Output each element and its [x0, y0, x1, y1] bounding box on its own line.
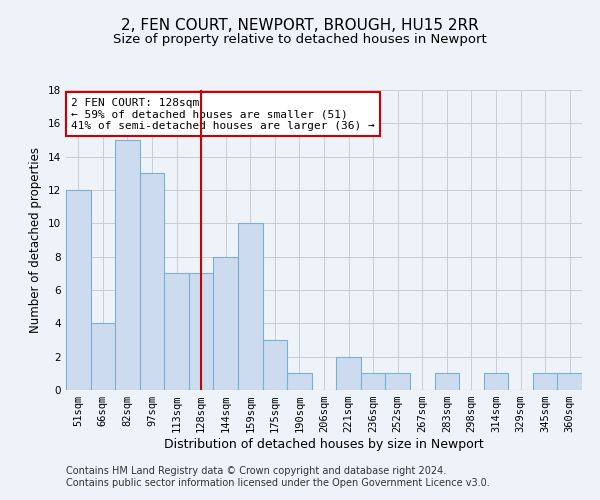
Bar: [115, 140, 140, 390]
Bar: [434, 374, 459, 390]
Bar: [533, 374, 557, 390]
Text: Size of property relative to detached houses in Newport: Size of property relative to detached ho…: [113, 32, 487, 46]
Bar: [287, 374, 312, 390]
Text: 2, FEN COURT, NEWPORT, BROUGH, HU15 2RR: 2, FEN COURT, NEWPORT, BROUGH, HU15 2RR: [121, 18, 479, 32]
Bar: [484, 374, 508, 390]
Bar: [140, 174, 164, 390]
Bar: [336, 356, 361, 390]
Text: 2 FEN COURT: 128sqm
← 59% of detached houses are smaller (51)
41% of semi-detach: 2 FEN COURT: 128sqm ← 59% of detached ho…: [71, 98, 375, 130]
Bar: [385, 374, 410, 390]
Bar: [214, 256, 238, 390]
Bar: [361, 374, 385, 390]
Bar: [91, 324, 115, 390]
Y-axis label: Number of detached properties: Number of detached properties: [29, 147, 43, 333]
Text: Contains HM Land Registry data © Crown copyright and database right 2024.
Contai: Contains HM Land Registry data © Crown c…: [66, 466, 490, 487]
X-axis label: Distribution of detached houses by size in Newport: Distribution of detached houses by size …: [164, 438, 484, 451]
Bar: [238, 224, 263, 390]
Bar: [164, 274, 189, 390]
Bar: [263, 340, 287, 390]
Bar: [557, 374, 582, 390]
Bar: [189, 274, 214, 390]
Bar: [66, 190, 91, 390]
